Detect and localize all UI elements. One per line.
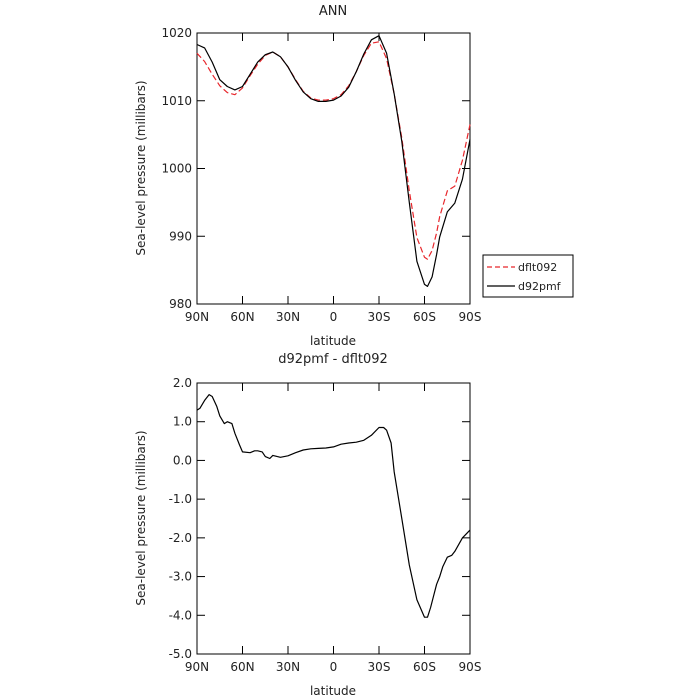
y-tick-label: 1010 bbox=[161, 94, 192, 108]
sea-level-pressure-chart: ANN 90N 60N 30N 0 30S 60S 90S 980 990 1000 1010 10… bbox=[134, 4, 481, 348]
chart-title: ANN bbox=[319, 4, 347, 19]
y-tick-label: 1020 bbox=[161, 26, 192, 40]
legend: dflt092 d92pmf bbox=[482, 254, 574, 298]
y-tick-label: 980 bbox=[169, 297, 192, 311]
y-tick-label: -4.0 bbox=[169, 608, 192, 622]
x-tick-label: 0 bbox=[330, 310, 338, 324]
x-tick-label: 90N bbox=[185, 660, 209, 674]
x-tick-label: 60N bbox=[230, 310, 254, 324]
legend-box bbox=[482, 254, 574, 298]
x-tick-label: 30S bbox=[368, 660, 391, 674]
y-tick-label: 1000 bbox=[161, 162, 192, 176]
x-axis: 90N 60N 30N 0 30S 60S 90S bbox=[185, 33, 482, 324]
x-tick-label: 60S bbox=[413, 660, 436, 674]
x-tick-label: 90S bbox=[459, 310, 482, 324]
y-axis: 2.0 1.0 0.0 -1.0 -2.0 -3.0 -4.0 -5.0 bbox=[169, 376, 470, 661]
y-axis-label: Sea-level pressure (millibars) bbox=[134, 80, 148, 255]
y-axis-label: Sea-level pressure (millibars) bbox=[134, 430, 148, 605]
series-line-series-0 bbox=[196, 394, 471, 618]
y-tick-label: 0.0 bbox=[173, 453, 192, 467]
x-tick-label: 0 bbox=[330, 660, 338, 674]
plot-frame bbox=[196, 32, 471, 305]
chart-title: d92pmf - dflt092 bbox=[278, 352, 388, 367]
x-tick-label: 30N bbox=[276, 660, 300, 674]
y-tick-label: -3.0 bbox=[169, 570, 192, 584]
x-tick-label: 60N bbox=[230, 660, 254, 674]
legend-label-d92pmf: d92pmf bbox=[518, 280, 562, 293]
x-axis-label: latitude bbox=[310, 334, 356, 348]
y-axis: 980 990 1000 1010 1020 bbox=[161, 26, 470, 311]
x-axis-label: latitude bbox=[310, 684, 356, 698]
y-tick-label: 1.0 bbox=[173, 415, 192, 429]
series-line-dflt092 bbox=[196, 41, 471, 260]
x-tick-label: 90N bbox=[185, 310, 209, 324]
y-tick-label: -1.0 bbox=[169, 492, 192, 506]
legend-label-dflt092: dflt092 bbox=[518, 261, 557, 274]
x-axis: 90N 60N 30N 0 30S 60S 90S bbox=[185, 383, 482, 674]
y-tick-label: 990 bbox=[169, 229, 192, 243]
x-tick-label: 90S bbox=[459, 660, 482, 674]
y-tick-label: 2.0 bbox=[173, 376, 192, 390]
series-line-d92pmf bbox=[196, 35, 471, 287]
y-tick-label: -2.0 bbox=[169, 531, 192, 545]
x-tick-label: 30N bbox=[276, 310, 300, 324]
series-group bbox=[196, 394, 471, 618]
y-tick-label: -5.0 bbox=[169, 647, 192, 661]
x-tick-label: 60S bbox=[413, 310, 436, 324]
difference-chart: d92pmf - dflt092 90N 60N 30N 0 30S 60S 90S 2.0… bbox=[134, 352, 481, 698]
x-tick-label: 30S bbox=[368, 310, 391, 324]
series-group bbox=[196, 35, 471, 287]
